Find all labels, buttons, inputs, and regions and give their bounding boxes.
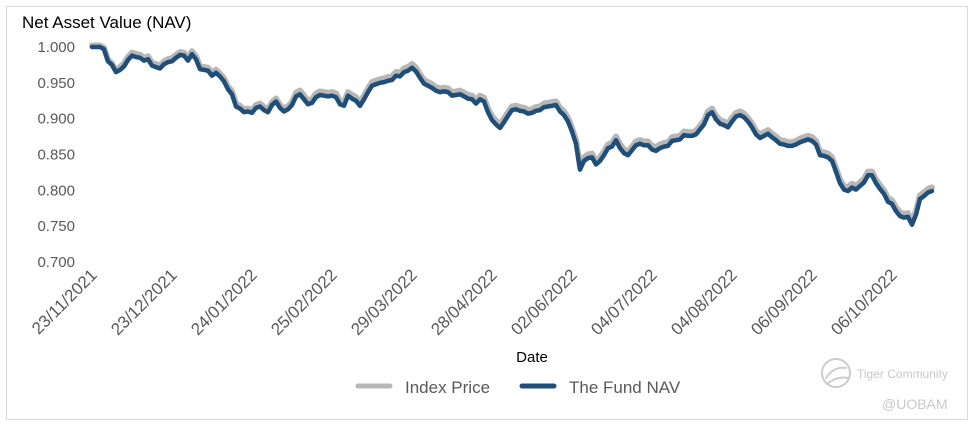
- watermark: Tiger Community @UOBAM: [821, 358, 948, 412]
- y-tick-label: 0.900: [37, 111, 75, 128]
- x-tick-label: 04/07/2022: [587, 265, 661, 339]
- y-tick-label: 0.800: [37, 182, 75, 199]
- watermark-community: Tiger Community: [857, 367, 948, 381]
- y-tick-label: 0.850: [37, 147, 75, 164]
- legend-label-fund-nav: The Fund NAV: [569, 378, 681, 397]
- legend: Index Price The Fund NAV: [355, 378, 681, 397]
- x-tick-label: 04/08/2022: [667, 265, 741, 339]
- y-tick-label: 0.750: [37, 218, 75, 235]
- y-tick-label: 0.700: [37, 254, 75, 271]
- y-tick-label: 1.000: [37, 39, 75, 56]
- legend-label-index-price: Index Price: [405, 378, 490, 397]
- x-tick-label: 02/06/2022: [507, 265, 581, 339]
- x-tick-label: 06/10/2022: [827, 265, 901, 339]
- tiger-logo-icon: [821, 358, 851, 388]
- x-axis-title: Date: [516, 349, 548, 366]
- x-tick-label: 28/04/2022: [427, 265, 501, 339]
- x-tick-label: 29/03/2022: [347, 265, 421, 339]
- series-line-fund-nav: [89, 44, 935, 227]
- x-tick-label: 23/12/2021: [107, 265, 181, 339]
- chart-frame: [6, 6, 968, 420]
- watermark-handle: @UOBAM: [882, 396, 948, 412]
- x-axis-ticks: 23/11/2021 23/12/2021 24/01/2022 25/02/2022…: [28, 265, 901, 339]
- x-tick-label: 23/11/2021: [28, 265, 101, 338]
- x-tick-label: 06/09/2022: [747, 265, 821, 339]
- series-lines: [89, 42, 935, 227]
- x-tick-label: 25/02/2022: [267, 265, 341, 339]
- y-axis-title: Net Asset Value (NAV): [22, 13, 191, 32]
- x-tick-label: 24/01/2022: [187, 265, 261, 339]
- y-axis-ticks: 1.000 0.950 0.900 0.850 0.800 0.750 0.700: [37, 39, 75, 271]
- y-tick-label: 0.950: [37, 75, 75, 92]
